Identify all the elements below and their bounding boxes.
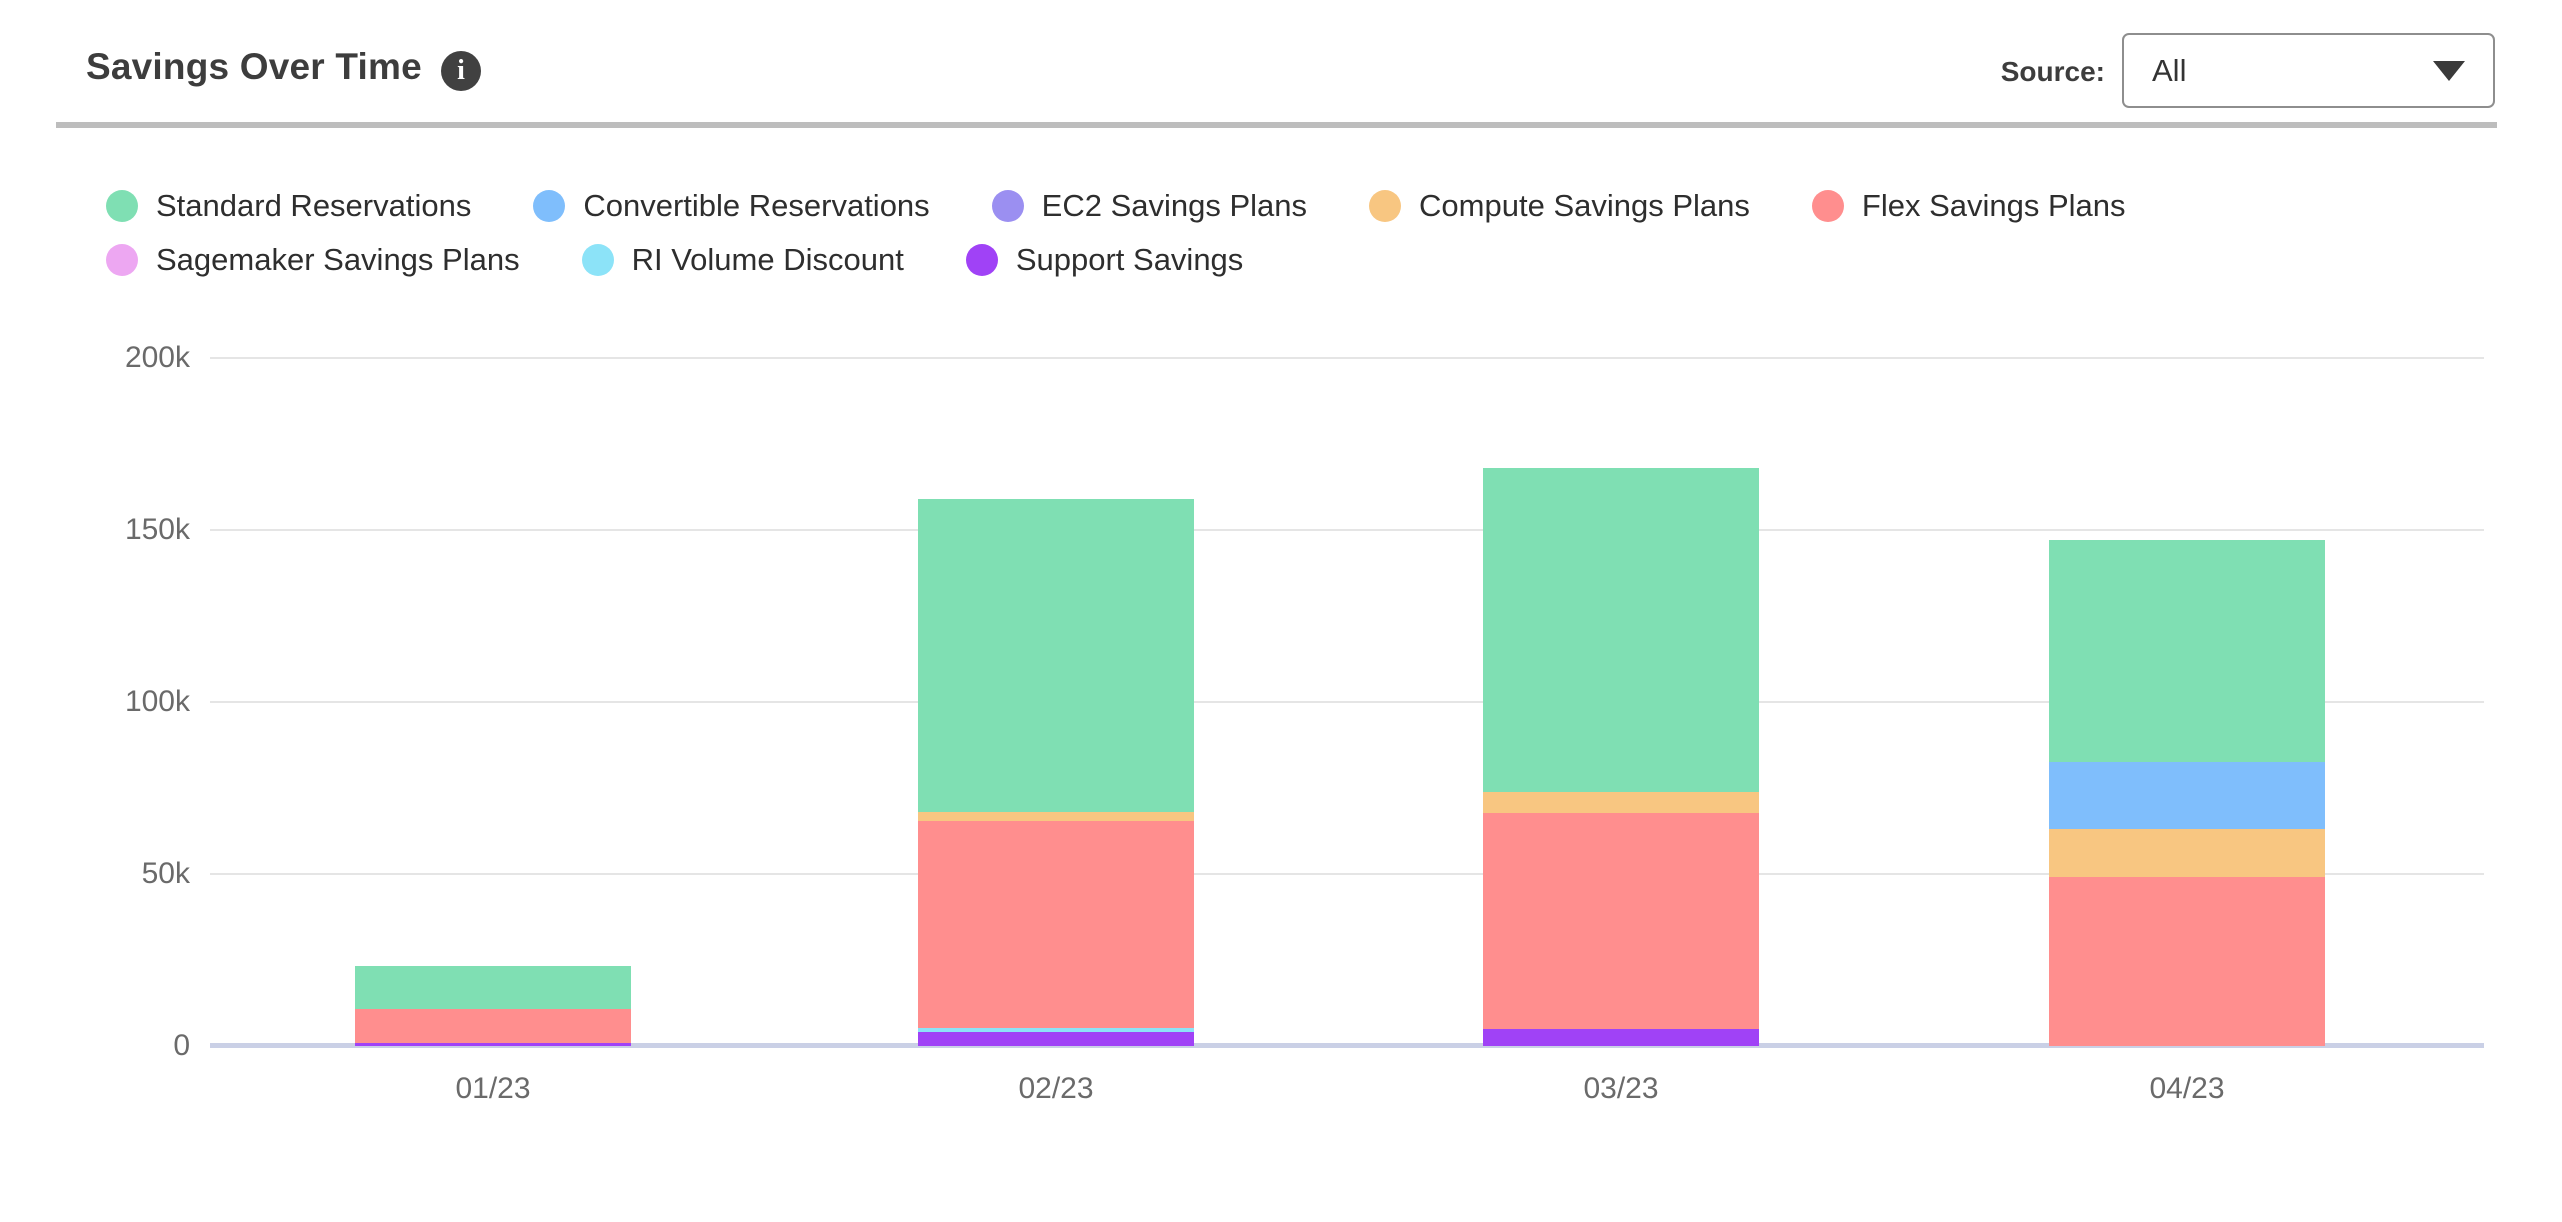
bar-segment[interactable]	[2049, 762, 2325, 830]
stacked-bar-04-23[interactable]	[2049, 358, 2325, 1046]
legend-item[interactable]: EC2 Savings Plans	[991, 188, 1308, 224]
gridline	[210, 701, 2484, 703]
bar-segment[interactable]	[2049, 829, 2325, 878]
legend-label: RI Volume Discount	[631, 242, 904, 277]
legend-label: EC2 Savings Plans	[1041, 188, 1308, 223]
y-axis-tick-label: 200k	[124, 341, 190, 374]
chart-legend: Standard Reservations Convertible Reserva…	[106, 188, 2236, 278]
legend-label: Support Savings	[1015, 242, 1244, 277]
x-axis-tick-label: 01/23	[455, 1072, 531, 1105]
bar-segment[interactable]	[918, 1031, 1194, 1046]
gridline	[210, 357, 2484, 359]
header-divider	[56, 122, 2497, 128]
stacked-bar-03-23[interactable]	[1483, 358, 1759, 1046]
legend-dot-icon	[106, 244, 138, 276]
bar-segment[interactable]	[1483, 1029, 1759, 1046]
gridline	[210, 529, 2484, 531]
legend-dot-icon	[991, 190, 1024, 222]
source-label: Source:	[2000, 56, 2105, 87]
legend-label: Sagemaker Savings Plans	[156, 242, 520, 277]
x-axis-line	[210, 1043, 2484, 1048]
legend-dot-icon	[965, 244, 998, 276]
y-axis-tick-label: 50k	[141, 857, 190, 890]
y-axis-tick-label: 100k	[124, 685, 190, 718]
source-select[interactable]: All	[2122, 33, 2495, 108]
legend-item[interactable]: Standard Reservations	[106, 188, 471, 224]
legend-item[interactable]: Sagemaker Savings Plans	[106, 242, 520, 278]
plot-area	[210, 357, 2484, 1048]
y-axis-tick-label: 0	[173, 1029, 190, 1062]
bar-segment[interactable]	[918, 820, 1194, 1029]
legend-dot-icon	[581, 244, 614, 276]
bar-segment[interactable]	[355, 1042, 631, 1046]
bar-segment[interactable]	[918, 812, 1194, 821]
legend-dot-icon	[106, 190, 138, 222]
legend-item[interactable]: Support Savings	[965, 242, 1244, 278]
page-title: Savings Over Time	[86, 46, 422, 87]
stacked-bar-02-23[interactable]	[918, 358, 1194, 1046]
legend-dot-icon	[1811, 190, 1844, 222]
legend-item[interactable]: Flex Savings Plans	[1811, 188, 2126, 224]
bar-segment[interactable]	[1483, 791, 1759, 814]
legend-item[interactable]: Compute Savings Plans	[1369, 188, 1750, 224]
legend-label: Standard Reservations	[156, 188, 472, 223]
legend-dot-icon	[1369, 190, 1402, 222]
legend-item[interactable]: Convertible Reservations	[533, 188, 930, 224]
stacked-bar-01-23[interactable]	[355, 358, 631, 1046]
legend-label: Compute Savings Plans	[1419, 188, 1750, 223]
bar-segment[interactable]	[918, 499, 1194, 813]
y-axis-tick-label: 150k	[124, 513, 190, 546]
x-axis-tick-label: 03/23	[1583, 1072, 1659, 1105]
source-select-value: All	[2152, 52, 2187, 88]
bar-segment[interactable]	[355, 965, 631, 1009]
legend-label: Convertible Reservations	[583, 188, 930, 223]
bar-segment[interactable]	[2049, 877, 2325, 1046]
legend-label: Flex Savings Plans	[1861, 188, 2126, 223]
chevron-down-icon	[2433, 60, 2465, 81]
gridline	[210, 873, 2484, 875]
legend-dot-icon	[533, 190, 566, 222]
legend-item[interactable]: RI Volume Discount	[581, 242, 904, 278]
info-icon[interactable]: i	[441, 51, 481, 91]
x-axis-tick-label: 04/23	[2149, 1072, 2225, 1105]
bar-segment[interactable]	[918, 1028, 1194, 1032]
bar-segment[interactable]	[2049, 539, 2325, 763]
bar-segment[interactable]	[355, 1008, 631, 1043]
bar-segment[interactable]	[1483, 813, 1759, 1030]
bar-segment[interactable]	[1483, 468, 1759, 792]
x-axis-tick-label: 02/23	[1018, 1072, 1094, 1105]
